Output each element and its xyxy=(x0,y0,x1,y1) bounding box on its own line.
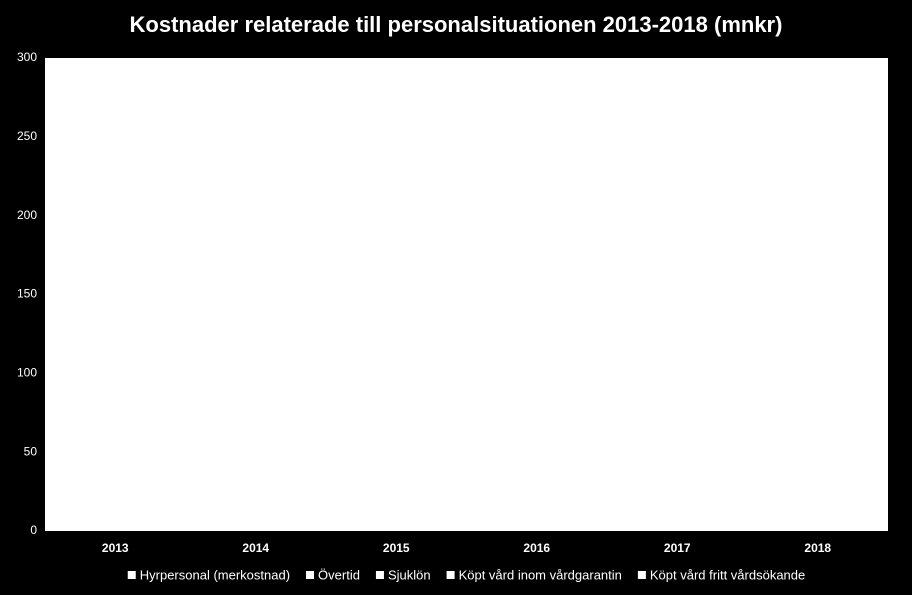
legend-swatch xyxy=(637,571,646,579)
y-tick-label: 200 xyxy=(17,208,37,222)
legend-label: Sjuklön xyxy=(388,567,431,582)
legend-label: Köpt vård fritt vårdsökande xyxy=(650,567,805,582)
y-tick-label: 100 xyxy=(17,366,37,380)
y-tick-label: 300 xyxy=(17,50,37,64)
x-tick-label: 2017 xyxy=(664,541,691,555)
legend-swatch xyxy=(127,571,136,579)
legend-label: Övertid xyxy=(318,567,360,582)
legend-label: Köpt vård inom vårdgarantin xyxy=(459,567,622,582)
chart-title: Kostnader relaterade till personalsituat… xyxy=(130,12,783,37)
legend-label: Hyrpersonal (merkostnad) xyxy=(140,567,290,582)
legend-swatch xyxy=(375,571,384,579)
x-tick-label: 2018 xyxy=(804,541,831,555)
x-tick-label: 2015 xyxy=(383,541,410,555)
y-tick-label: 250 xyxy=(17,129,37,143)
x-tick-label: 2013 xyxy=(102,541,129,555)
x-tick-label: 2016 xyxy=(523,541,550,555)
plot-area xyxy=(45,58,888,531)
legend-swatch xyxy=(306,571,315,579)
x-tick-label: 2014 xyxy=(242,541,269,555)
y-tick-label: 150 xyxy=(17,287,37,301)
legend-swatch xyxy=(446,571,455,579)
y-tick-label: 50 xyxy=(24,444,38,458)
y-tick-label: 0 xyxy=(30,523,37,537)
